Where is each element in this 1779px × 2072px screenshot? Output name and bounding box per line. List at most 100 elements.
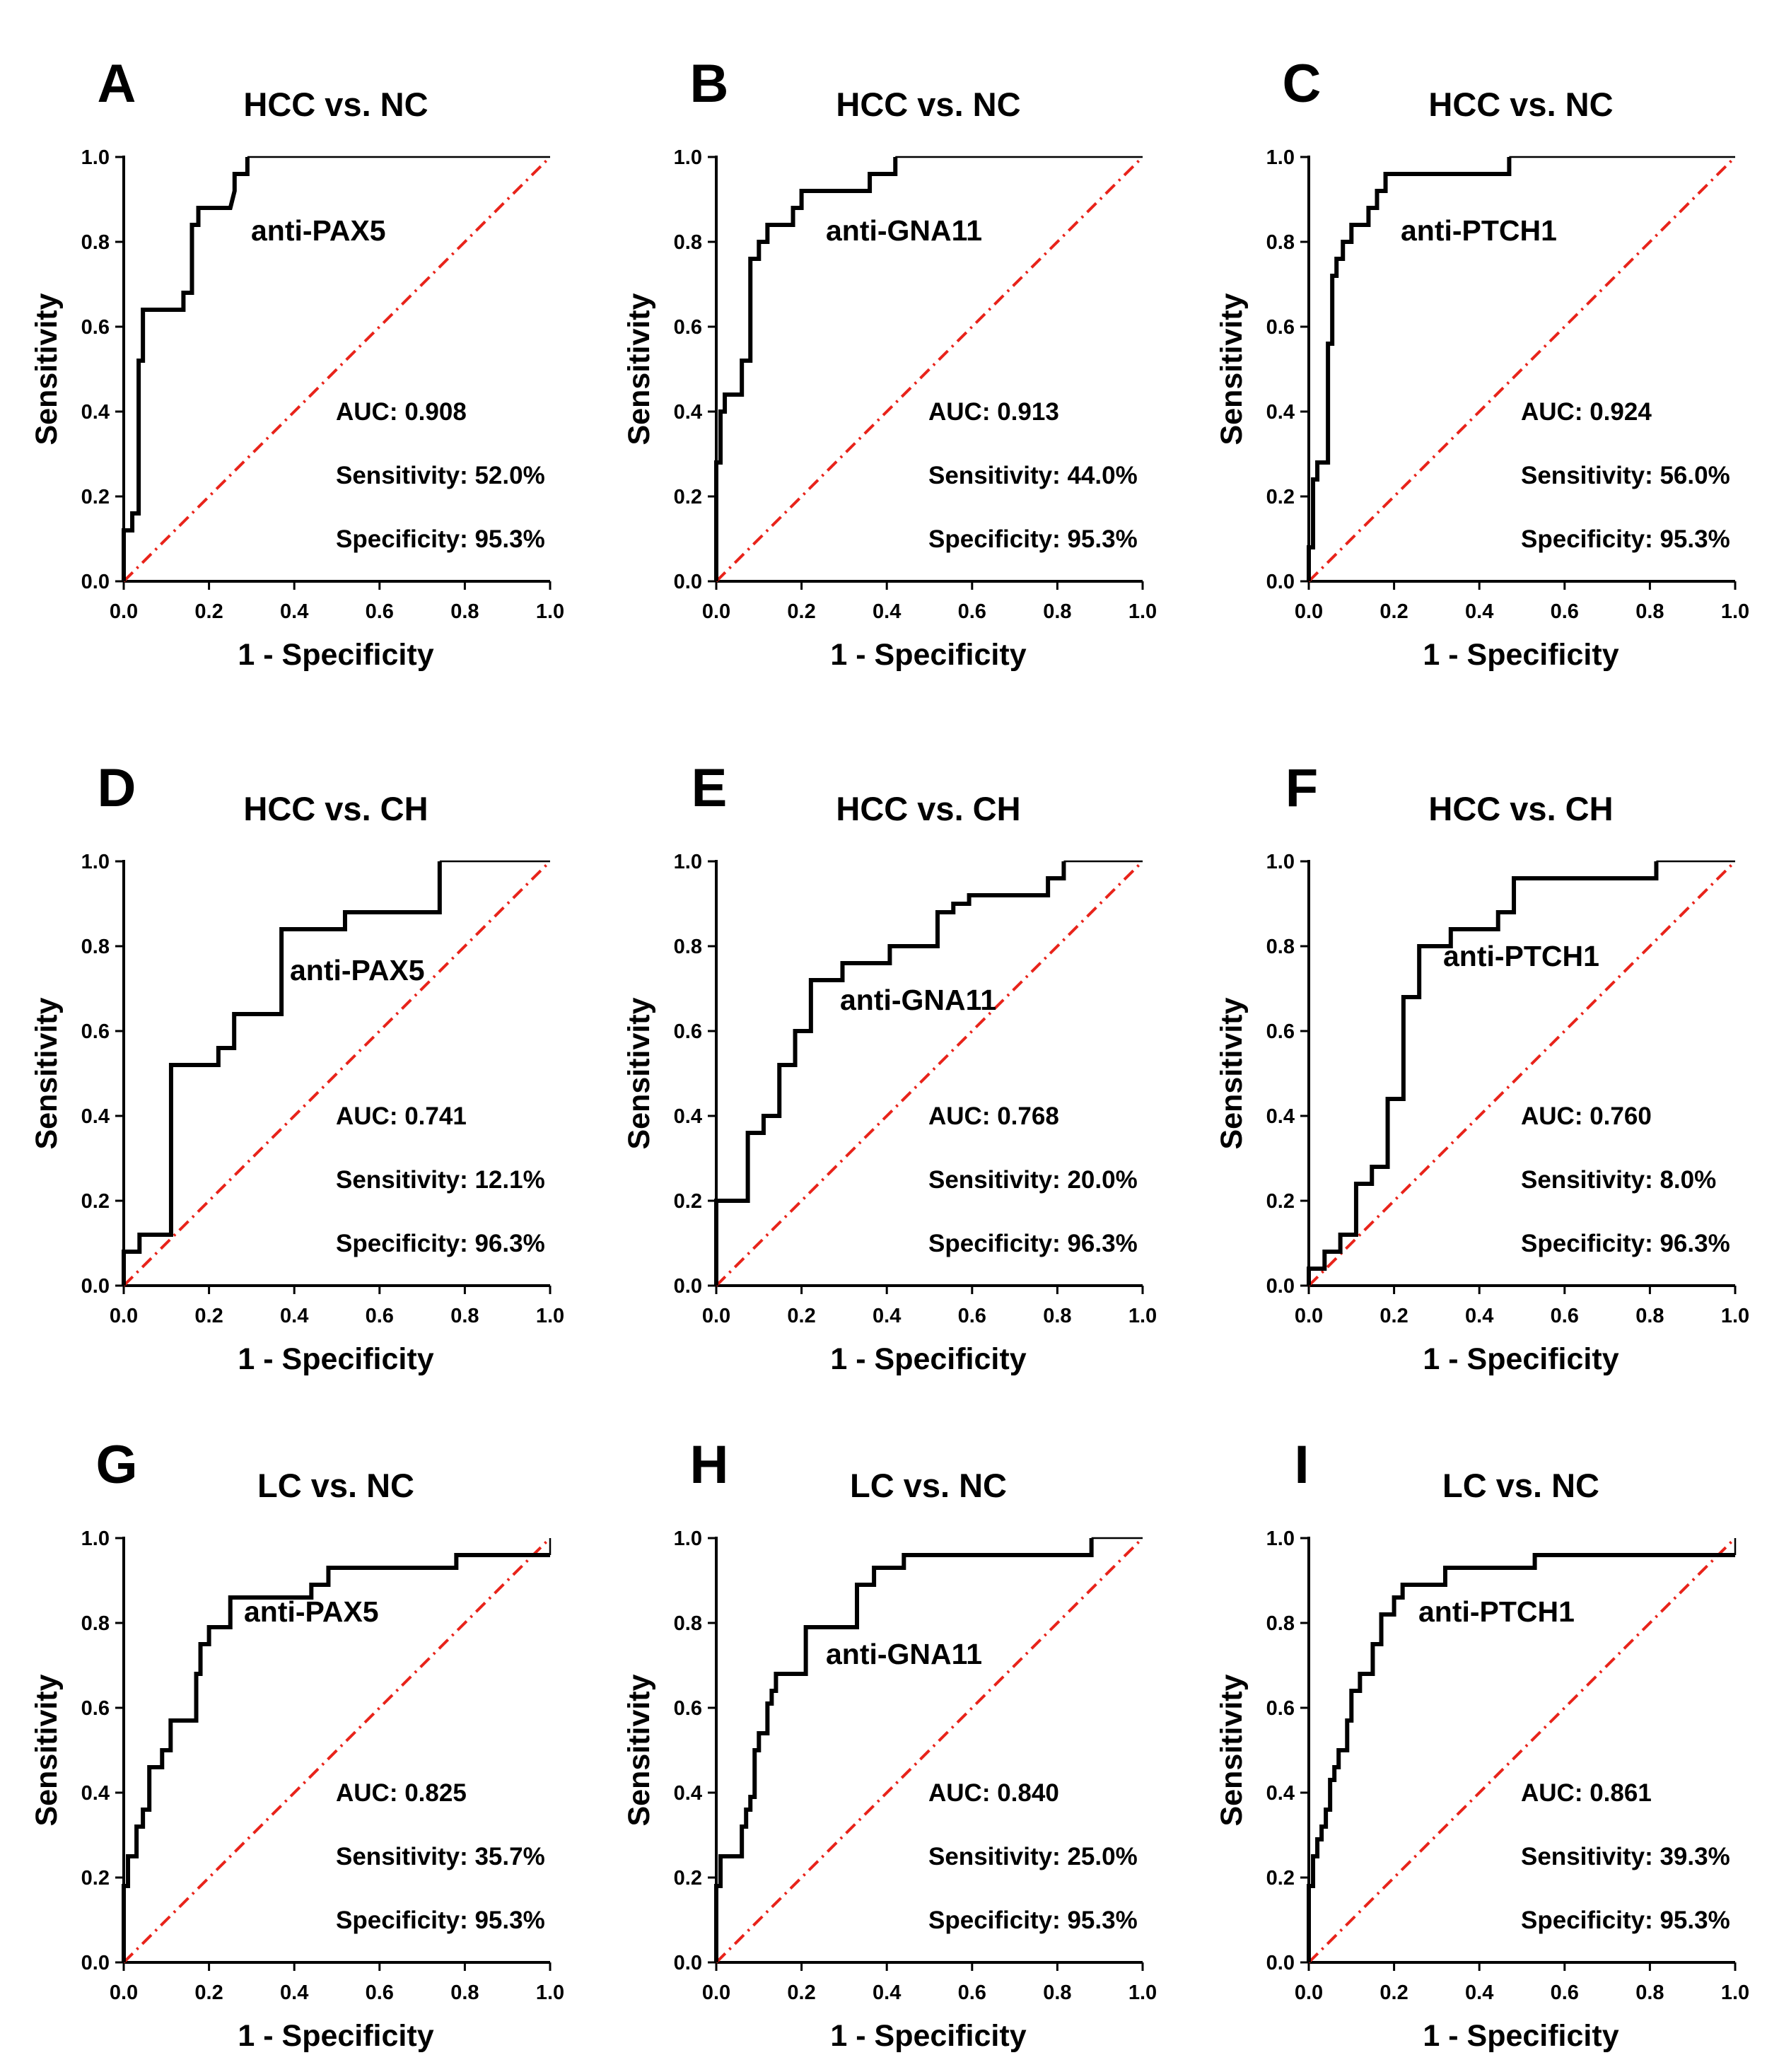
panel-title: HCC vs. NC [1428, 86, 1613, 123]
reference-line [1307, 1537, 1737, 1964]
x-axis-title: 1 - Specificity [1423, 1342, 1618, 1376]
y-axis-title: Sensitivity [30, 997, 64, 1149]
sensitivity-value: Sensitivity: 35.7% [336, 1843, 545, 1870]
specificity-value: Specificity: 95.3% [1521, 525, 1730, 553]
x-tick-label: 0.8 [1635, 600, 1664, 623]
x-tick-label: 0.0 [110, 600, 138, 623]
sensitivity-value: Sensitivity: 56.0% [1521, 462, 1730, 489]
x-tick-label: 0.4 [280, 1981, 308, 2004]
x-tick-label: 0.6 [1551, 600, 1579, 623]
panel-title: LC vs. NC [850, 1467, 1007, 1504]
x-tick-label: 0.8 [1043, 600, 1071, 623]
y-tick-label: 0.0 [81, 571, 110, 593]
reference-line [122, 860, 552, 1287]
reference-line [715, 156, 1144, 583]
x-tick-label: 0.0 [110, 1981, 138, 2004]
x-axis-title: 1 - Specificity [830, 1342, 1026, 1376]
specificity-value: Specificity: 96.3% [928, 1230, 1138, 1257]
reference-line [122, 1537, 552, 1964]
panel-letter: G [95, 1435, 137, 1495]
x-tick-label: 0.4 [873, 600, 901, 623]
panel-title: HCC vs. CH [243, 790, 428, 827]
x-tick-label: 0.2 [1380, 600, 1408, 623]
x-tick-label: 0.6 [366, 1305, 394, 1327]
auc-value: AUC: 0.768 [928, 1102, 1059, 1130]
y-tick-label: 0.4 [1266, 1782, 1295, 1805]
y-tick-label: 0.4 [1266, 401, 1295, 424]
sensitivity-value: Sensitivity: 20.0% [928, 1166, 1138, 1194]
x-tick-label: 1.0 [1128, 600, 1157, 623]
marker-label: anti-PTCH1 [1418, 1595, 1575, 1628]
reference-line [715, 860, 1144, 1287]
y-tick-label: 1.0 [81, 1527, 110, 1550]
y-tick-label: 0.8 [81, 936, 110, 958]
x-tick-label: 0.8 [1043, 1305, 1071, 1327]
y-axis-title: Sensitivity [30, 1674, 64, 1826]
x-tick-label: 0.8 [450, 600, 479, 623]
y-tick-label: 0.8 [1266, 936, 1295, 958]
panel-title: LC vs. NC [257, 1467, 414, 1504]
x-tick-label: 0.0 [1295, 1981, 1323, 2004]
x-tick-label: 1.0 [1721, 1981, 1749, 2004]
panel-title: LC vs. NC [1442, 1467, 1599, 1504]
y-tick-label: 0.0 [1266, 571, 1295, 593]
panel-title: HCC vs. CH [836, 790, 1020, 827]
y-tick-label: 0.0 [1266, 1275, 1295, 1298]
y-axis-title: Sensitivity [622, 293, 656, 445]
x-tick-label: 0.6 [366, 600, 394, 623]
marker-label: anti-PTCH1 [1443, 940, 1599, 972]
sensitivity-value: Sensitivity: 39.3% [1521, 1843, 1730, 1870]
specificity-value: Specificity: 95.3% [336, 525, 545, 553]
y-tick-label: 0.6 [674, 316, 702, 339]
reference-line [1307, 860, 1737, 1287]
x-tick-label: 0.0 [110, 1305, 138, 1327]
x-axis-title: 1 - Specificity [1423, 638, 1618, 672]
roc-panel-b: B HCC vs. NC 0.0 0.2 0.4 0.6 0.8 1.0 0.0 0.2 0.4 0.… [622, 54, 1157, 672]
x-axis-title: 1 - Specificity [830, 2019, 1026, 2053]
reference-line [122, 156, 552, 583]
roc-panel-i: I LC vs. NC 0.0 0.2 0.4 0.6 0.8 1.0 0.0 0.2 0.4 0.6… [1215, 1435, 1749, 2053]
y-tick-label: 1.0 [1266, 1527, 1295, 1550]
auc-value: AUC: 0.741 [336, 1102, 467, 1130]
panel-letter: C [1283, 54, 1322, 114]
sensitivity-value: Sensitivity: 12.1% [336, 1166, 545, 1194]
y-tick-label: 0.2 [674, 1867, 702, 1890]
x-tick-label: 0.8 [1635, 1981, 1664, 2004]
x-tick-label: 1.0 [536, 600, 564, 623]
y-tick-label: 0.2 [81, 1867, 110, 1890]
x-tick-label: 0.6 [1551, 1305, 1579, 1327]
panel-letter: B [690, 54, 729, 114]
y-tick-label: 0.4 [1266, 1105, 1295, 1128]
y-tick-label: 0.0 [674, 1275, 702, 1298]
x-tick-label: 0.8 [1043, 1981, 1071, 2004]
x-tick-label: 0.2 [194, 600, 223, 623]
x-tick-label: 0.2 [194, 1981, 223, 2004]
x-tick-label: 0.4 [1465, 1305, 1493, 1327]
y-tick-label: 0.6 [1266, 1697, 1295, 1720]
roc-curve [1307, 1553, 1735, 1962]
auc-value: AUC: 0.861 [1521, 1779, 1652, 1807]
y-tick-label: 1.0 [81, 851, 110, 873]
panel-title: HCC vs. NC [243, 86, 428, 123]
roc-curve [1307, 861, 1659, 1286]
y-tick-label: 0.8 [674, 231, 702, 254]
y-tick-label: 0.8 [81, 231, 110, 254]
y-tick-label: 0.2 [1266, 1867, 1295, 1890]
x-tick-label: 0.4 [280, 1305, 308, 1327]
y-tick-label: 0.4 [81, 1782, 110, 1805]
auc-value: AUC: 0.825 [336, 1779, 467, 1807]
x-tick-label: 0.4 [873, 1981, 901, 2004]
y-tick-label: 0.4 [81, 1105, 110, 1128]
x-axis-title: 1 - Specificity [238, 1342, 433, 1376]
y-tick-label: 1.0 [674, 146, 702, 169]
y-tick-label: 0.4 [674, 1105, 702, 1128]
x-tick-label: 1.0 [536, 1305, 564, 1327]
roc-panel-c: C HCC vs. NC 0.0 0.2 0.4 0.6 0.8 1.0 0.0 0.2 0.4 0.… [1215, 54, 1749, 672]
y-tick-label: 0.8 [1266, 231, 1295, 254]
x-tick-label: 0.2 [787, 600, 815, 623]
y-tick-label: 0.2 [674, 486, 702, 508]
x-tick-label: 0.6 [958, 600, 986, 623]
y-tick-label: 1.0 [674, 1527, 702, 1550]
x-tick-label: 0.4 [280, 600, 308, 623]
x-tick-label: 0.6 [1551, 1981, 1579, 2004]
